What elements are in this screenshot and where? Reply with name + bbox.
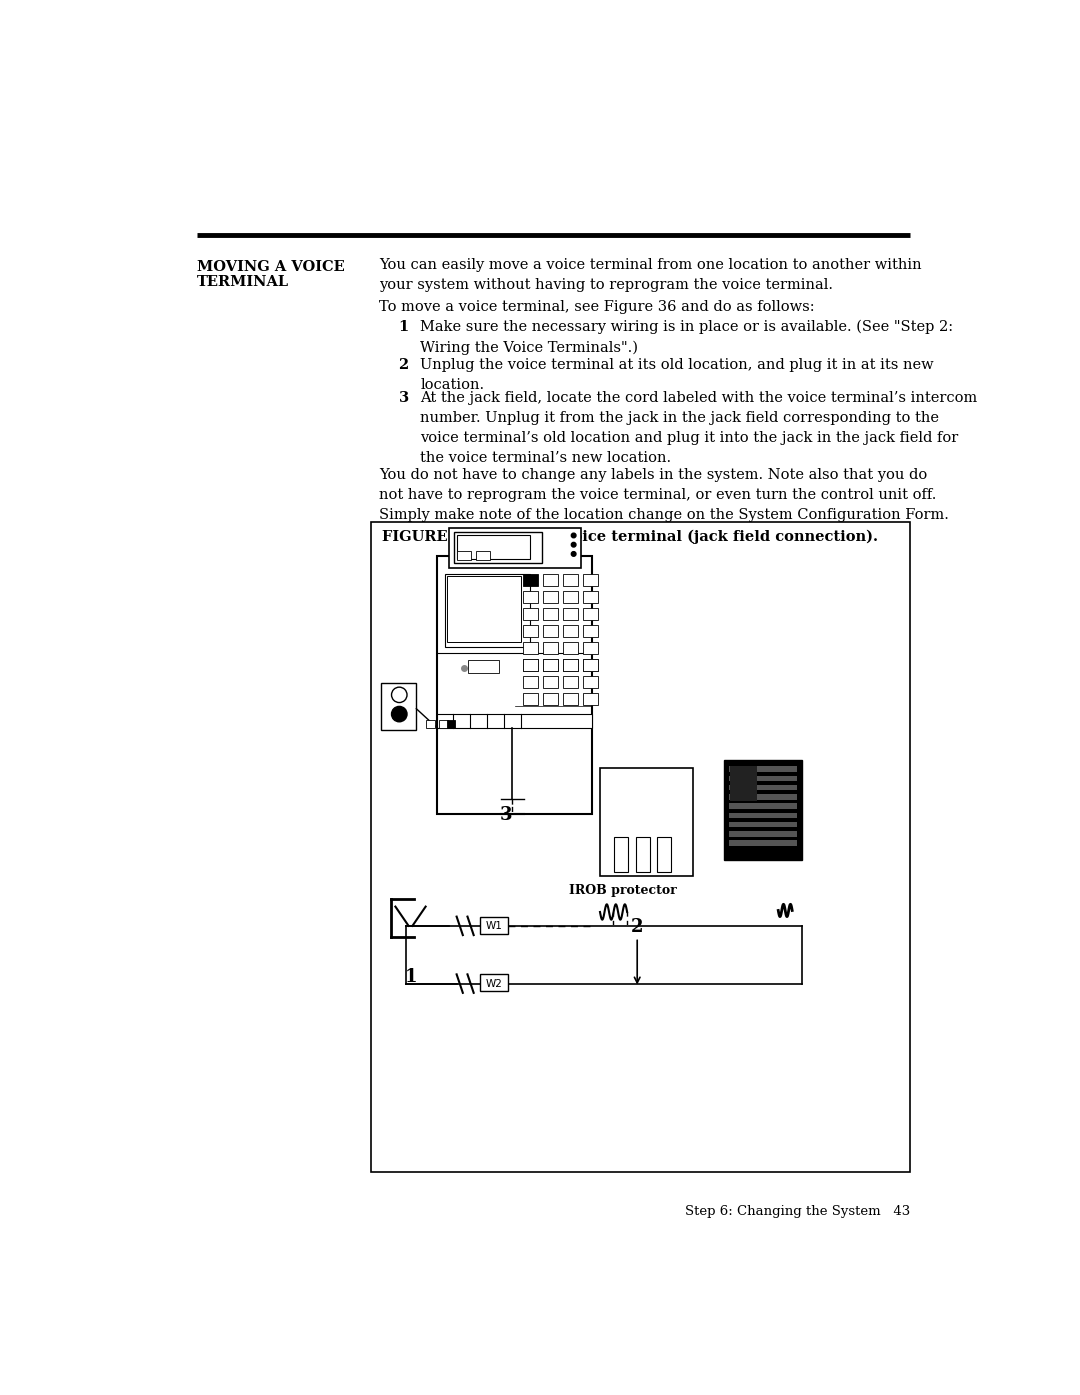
Bar — [445, 573, 530, 647]
Circle shape — [571, 533, 576, 537]
Text: Unplug the voice terminal at its old location, and plug it in at its new
locatio: Unplug the voice terminal at its old loc… — [420, 359, 934, 392]
Text: 2: 2 — [399, 359, 408, 372]
Bar — [438, 720, 448, 728]
Text: W2: W2 — [485, 979, 502, 989]
Bar — [563, 642, 578, 654]
Bar — [730, 766, 757, 801]
Bar — [583, 658, 598, 671]
Text: TERMINAL: TERMINAL — [197, 275, 289, 289]
Bar — [476, 551, 490, 561]
Bar — [480, 917, 508, 933]
Bar — [381, 684, 416, 730]
Circle shape — [571, 551, 576, 557]
Bar — [372, 522, 910, 1172]
Text: 3: 3 — [399, 391, 408, 405]
Bar — [563, 658, 578, 671]
Bar — [447, 576, 521, 642]
Bar — [583, 692, 598, 704]
Bar — [542, 692, 558, 704]
Bar — [480, 974, 508, 992]
Bar — [563, 625, 578, 638]
Bar — [583, 658, 598, 671]
Bar — [542, 591, 558, 603]
Text: 3: 3 — [499, 806, 512, 824]
Bar — [523, 625, 538, 638]
Bar — [542, 642, 558, 654]
Bar — [523, 658, 538, 671]
Bar — [563, 573, 578, 586]
Bar — [542, 658, 558, 671]
Bar — [729, 794, 797, 799]
Circle shape — [392, 706, 407, 721]
Text: 2: 2 — [631, 918, 644, 936]
Text: Step 6: Changing the System   43: Step 6: Changing the System 43 — [685, 1205, 910, 1218]
Bar — [636, 837, 649, 872]
Bar — [523, 642, 538, 654]
Bar — [583, 591, 598, 603]
Bar — [447, 720, 455, 728]
Bar — [729, 813, 797, 817]
Bar — [729, 840, 797, 845]
Bar — [542, 675, 558, 688]
Bar — [523, 573, 538, 586]
Bar — [523, 675, 538, 688]
Bar — [426, 720, 435, 728]
Bar — [542, 625, 558, 638]
Bar — [563, 608, 578, 621]
Bar — [729, 822, 797, 827]
Bar — [583, 675, 598, 688]
Text: MOVING A VOICE: MOVING A VOICE — [197, 259, 345, 273]
Text: At the jack field, locate the cord labeled with the voice terminal’s intercom
nu: At the jack field, locate the cord label… — [420, 391, 977, 465]
Bar — [563, 675, 578, 688]
Bar — [583, 608, 598, 621]
Text: 1: 1 — [405, 968, 417, 986]
Bar — [563, 658, 578, 671]
Bar — [600, 769, 693, 876]
Bar — [469, 660, 499, 672]
Bar — [724, 760, 801, 861]
Circle shape — [571, 543, 576, 547]
Bar — [658, 837, 672, 872]
Bar — [523, 591, 538, 603]
Bar — [729, 804, 797, 809]
Bar — [437, 714, 592, 728]
Text: To move a voice terminal, see Figure 36 and do as follows:: To move a voice terminal, see Figure 36 … — [379, 300, 814, 314]
Bar — [523, 608, 538, 621]
Text: FIGURE 36  Moving a voice terminal (jack field connection).: FIGURE 36 Moving a voice terminal (jack … — [382, 529, 878, 544]
Bar — [583, 625, 598, 638]
Bar — [542, 658, 558, 671]
Bar — [542, 573, 558, 586]
Bar — [455, 533, 542, 564]
Bar — [613, 837, 627, 872]
Bar — [437, 557, 592, 815]
Bar — [542, 608, 558, 621]
Bar — [523, 658, 538, 671]
Text: 1: 1 — [399, 319, 408, 333]
Bar — [563, 591, 578, 603]
Bar — [583, 573, 598, 586]
Circle shape — [392, 688, 407, 703]
Bar — [729, 776, 797, 781]
Bar — [583, 642, 598, 654]
Bar — [449, 527, 581, 568]
Bar — [563, 692, 578, 704]
Text: You do not have to change any labels in the system. Note also that you do
not ha: You do not have to change any labels in … — [379, 467, 949, 522]
Bar — [729, 831, 797, 837]
Text: You can easily move a voice terminal from one location to another within
your sy: You can easily move a voice terminal fro… — [379, 258, 921, 293]
Bar — [523, 692, 538, 704]
Text: Make sure the necessary wiring is in place or is available. (See "Step 2:
Wiring: Make sure the necessary wiring is in pla… — [420, 319, 954, 354]
Bar — [729, 766, 797, 771]
Text: W1: W1 — [485, 921, 502, 930]
Text: IROB protector: IROB protector — [569, 883, 677, 897]
Bar — [729, 785, 797, 791]
Bar — [457, 551, 471, 561]
Bar — [457, 536, 530, 558]
